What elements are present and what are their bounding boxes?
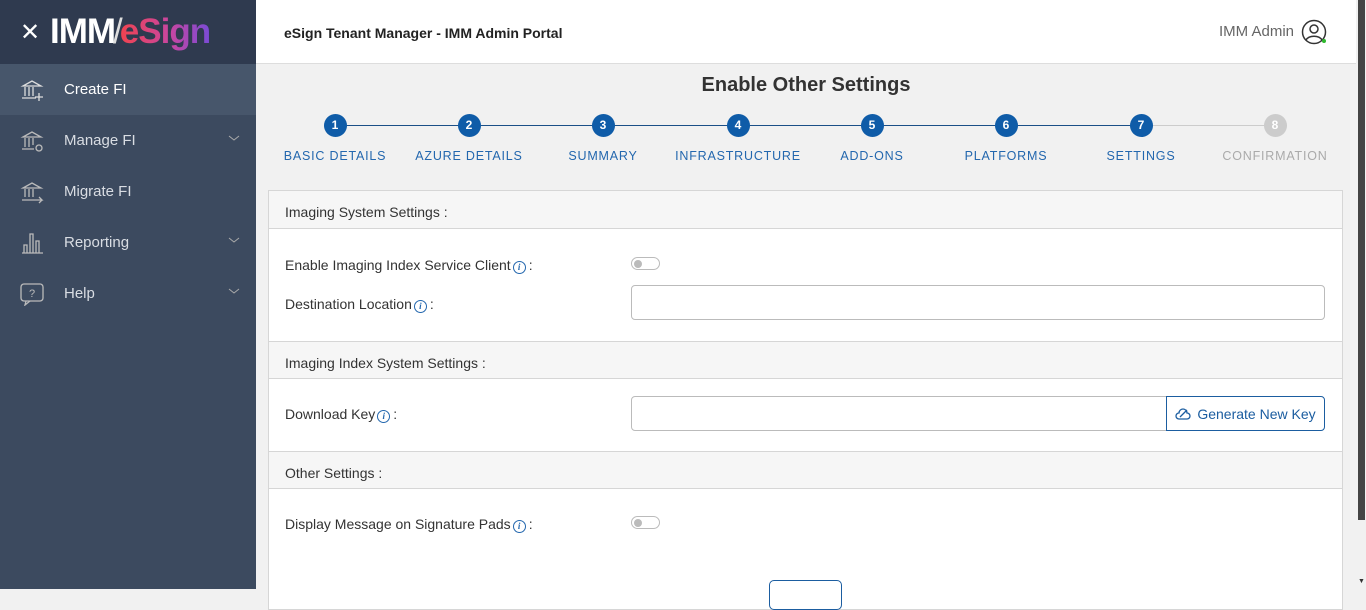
download-key-input[interactable] <box>631 396 1167 431</box>
stepper-line-pending <box>1141 125 1275 126</box>
sidebar-item-label: Manage FI <box>64 132 136 149</box>
logo: IMM / eSign <box>50 12 211 51</box>
step-label: SETTINGS <box>1106 149 1176 163</box>
step-number: 4 <box>726 114 750 137</box>
section-header: Imaging Index System Settings : <box>269 341 1342 379</box>
bank-arrow-icon <box>20 181 44 203</box>
sidebar-item-label: Help <box>64 285 95 302</box>
settings-card: Imaging System Settings : Enable Imaging… <box>268 190 1343 610</box>
next-button[interactable] <box>769 580 842 610</box>
cloud-key-icon <box>1175 407 1191 420</box>
step-label: BASIC DETAILS <box>283 149 387 163</box>
page-title: Enable Other Settings <box>701 74 911 96</box>
close-icon[interactable]: ✕ <box>20 18 41 46</box>
sidebar: ✕ IMM / eSign Create FI Manage FI Migrate … <box>0 0 256 589</box>
user-avatar-icon[interactable] <box>1301 19 1327 45</box>
info-icon[interactable]: i <box>377 410 391 423</box>
sidebar-item-reporting[interactable]: Reporting <box>0 217 256 268</box>
sidebar-item-migrate-fi[interactable]: Migrate FI <box>0 166 256 217</box>
destination-location-label: Destination Location i: <box>285 296 434 313</box>
step-number: 1 <box>323 114 347 137</box>
step-label: PLATFORMS <box>964 149 1048 163</box>
app-title: eSign Tenant Manager - IMM Admin Portal <box>284 25 563 41</box>
step-number: 8 <box>1263 114 1287 137</box>
destination-location-input[interactable] <box>631 285 1325 320</box>
sidebar-item-help[interactable]: ? Help <box>0 268 256 319</box>
step-number: 7 <box>1129 114 1153 137</box>
enable-imaging-toggle[interactable] <box>631 257 660 270</box>
step-label: CONFIRMATION <box>1222 149 1328 163</box>
step-number: 2 <box>457 114 481 137</box>
section-header: Imaging System Settings : <box>269 191 1342 229</box>
sidebar-item-label: Reporting <box>64 234 130 251</box>
display-message-label: Display Message on Signature Pads i: <box>285 516 533 533</box>
top-bar: eSign Tenant Manager - IMM Admin Portal … <box>256 0 1356 64</box>
sidebar-item-create-fi[interactable]: Create FI <box>0 64 256 115</box>
step-label: AZURE DETAILS <box>415 149 523 163</box>
scrollbar[interactable]: ▼ <box>1356 0 1366 589</box>
info-icon[interactable]: i <box>413 300 427 313</box>
download-key-label: Download Key i: <box>285 406 398 423</box>
step-add-ons[interactable]: 5 ADD-ONS <box>797 114 947 163</box>
sidebar-item-manage-fi[interactable]: Manage FI <box>0 115 256 166</box>
sidebar-item-label: Migrate FI <box>64 183 132 200</box>
step-label: INFRASTRUCTURE <box>675 149 801 163</box>
step-number: 5 <box>860 114 884 137</box>
bar-chart-icon <box>22 232 43 254</box>
enable-imaging-label: Enable Imaging Index Service Client i: <box>285 257 533 274</box>
chevron-down-icon[interactable] <box>228 132 240 144</box>
display-message-toggle[interactable] <box>631 516 660 529</box>
svg-text:?: ? <box>29 288 35 300</box>
step-azure-details[interactable]: 2 AZURE DETAILS <box>394 114 544 163</box>
bank-gear-icon <box>20 130 44 152</box>
bank-plus-icon <box>20 79 44 101</box>
info-icon[interactable]: i <box>512 520 526 533</box>
step-number: 6 <box>994 114 1018 137</box>
step-confirmation[interactable]: 8 CONFIRMATION <box>1200 114 1350 163</box>
sidebar-item-label: Create FI <box>64 81 127 98</box>
section-header: Other Settings : <box>269 451 1342 489</box>
step-settings[interactable]: 7 SETTINGS <box>1066 114 1216 163</box>
brand-bar: ✕ IMM / eSign <box>0 0 256 64</box>
step-number: 3 <box>591 114 615 137</box>
help-icon: ? <box>20 282 44 306</box>
step-label: ADD-ONS <box>840 149 904 163</box>
chevron-down-icon[interactable] <box>228 234 240 246</box>
chevron-down-icon[interactable] <box>228 285 240 297</box>
generate-new-key-button[interactable]: Generate New Key <box>1166 396 1325 431</box>
step-basic-details[interactable]: 1 BASIC DETAILS <box>260 114 410 163</box>
step-platforms[interactable]: 6 PLATFORMS <box>931 114 1081 163</box>
step-label: SUMMARY <box>568 149 638 163</box>
step-summary[interactable]: 3 SUMMARY <box>528 114 678 163</box>
info-icon[interactable]: i <box>512 261 526 274</box>
step-infrastructure[interactable]: 4 INFRASTRUCTURE <box>663 114 813 163</box>
user-name[interactable]: IMM Admin <box>1218 23 1294 40</box>
